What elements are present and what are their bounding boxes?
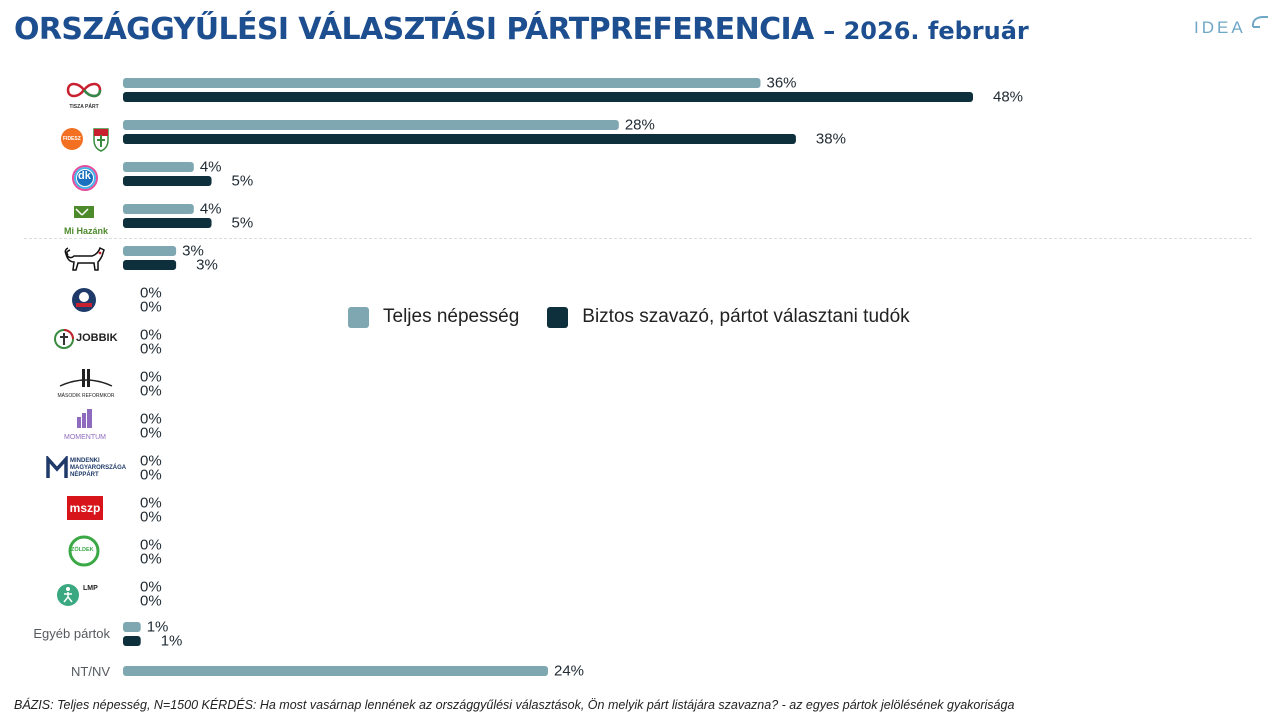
value-label: 1% <box>161 633 183 650</box>
lmp-logo-text: LMP <box>83 585 98 592</box>
idea-logo-mark-icon <box>1251 16 1268 28</box>
dk-ring-icon <box>72 165 98 191</box>
bridge-icon <box>59 369 113 387</box>
page-title: ORSZÁGGYŰLÉSI VÁLASZTÁSI PÁRTPREFERENCIA… <box>14 12 1029 47</box>
value-label: 28% <box>625 117 655 134</box>
bar-biztos <box>123 176 212 186</box>
dk-logo: dk <box>70 164 100 192</box>
divider-line <box>24 238 1252 239</box>
fidesz-logo-text: FIDESZ <box>63 136 81 142</box>
bar-teljes <box>123 246 177 256</box>
value-label: 0% <box>140 383 162 400</box>
mmn-line-3: NÉPPÁRT <box>70 472 99 478</box>
value-label: 0% <box>140 411 162 428</box>
value-label: 0% <box>140 299 162 316</box>
bar-biztos <box>123 92 973 102</box>
value-label: 36% <box>767 75 797 92</box>
legend-label-biztos: Biztos szavazó, pártot választani tudók <box>582 306 910 327</box>
jobbik-logo: JOBBIK <box>54 328 118 350</box>
lmp-logo: LMP <box>56 583 116 607</box>
value-label: 0% <box>140 285 162 302</box>
nep-partjan-logo <box>71 287 97 313</box>
title-main: ORSZÁGGYŰLÉSI VÁLASZTÁSI PÁRTPREFERENCIA <box>14 12 814 47</box>
mmn-line-1: MINDENKI <box>70 458 100 464</box>
lmp-walker-icon <box>57 584 79 606</box>
value-label: 0% <box>140 593 162 610</box>
value-label: 0% <box>140 425 162 442</box>
bar-teljes <box>123 78 761 88</box>
category-label: Egyéb pártok <box>33 626 110 641</box>
bar-teljes <box>123 204 194 214</box>
value-label: 4% <box>200 159 222 176</box>
value-label: 0% <box>140 467 162 484</box>
value-label: 5% <box>232 215 254 232</box>
momentum-bars-icon <box>77 409 92 428</box>
bar-biztos <box>123 636 141 646</box>
value-label: 0% <box>140 509 162 526</box>
value-label: 0% <box>140 551 162 568</box>
mihazank-flag-icon <box>74 206 94 218</box>
value-label: 0% <box>140 327 162 344</box>
value-label: 5% <box>232 173 254 190</box>
dk-logo-text: dk <box>78 170 91 182</box>
bar-teljes <box>123 622 141 632</box>
legend-item-biztos: Biztos szavazó, pártot választani tudók <box>547 306 910 328</box>
two-tailed-dog-icon <box>64 246 105 271</box>
momentum-logo-text: MOMENTUM <box>64 434 106 441</box>
bar-biztos <box>123 260 177 270</box>
footnote: BÁZIS: Teljes népesség, N=1500 KÉRDÉS: H… <box>14 698 1015 712</box>
jobbik-logo-text: JOBBIK <box>76 332 118 344</box>
legend-swatch-teljes <box>348 306 369 328</box>
value-label: 0% <box>140 453 162 470</box>
value-label: 24% <box>554 663 584 680</box>
value-label: 0% <box>140 537 162 554</box>
tisza-logo: TISZA PÁRT <box>64 80 104 110</box>
value-label: 0% <box>140 579 162 596</box>
tisza-infinity-icon <box>66 82 102 98</box>
legend-label-teljes: Teljes népesség <box>383 306 520 327</box>
zoldek-badge-icon <box>68 535 100 567</box>
mszp-logo-text: mszp <box>69 501 101 515</box>
value-label: 3% <box>182 243 204 260</box>
legend-item-teljes: Teljes népesség <box>348 306 519 328</box>
value-label: 4% <box>200 201 222 218</box>
masodik-reformkor-logo: MÁSODIK REFORMKOR <box>56 368 116 399</box>
mmn-m-icon <box>46 454 68 478</box>
masodik-logo-text: MÁSODIK REFORMKOR <box>57 393 115 399</box>
legend-swatch-biztos <box>547 306 569 328</box>
idea-logo: IDEA <box>1194 18 1246 37</box>
bar-teljes <box>123 120 619 130</box>
value-label: 0% <box>140 341 162 358</box>
fidesz-kdnp-icon <box>61 128 109 152</box>
category-label: NT/NV <box>71 664 110 679</box>
mmn-line-2: MAGYARORSZÁGA <box>70 465 127 471</box>
jobbik-cross-icon <box>54 329 74 349</box>
value-label: 48% <box>993 89 1023 106</box>
chart-legend: Teljes népesség Biztos szavazó, pártot v… <box>348 306 938 328</box>
value-label: 3% <box>196 257 218 274</box>
value-label: 1% <box>147 619 169 636</box>
momentum-logo: MOMENTUM <box>62 409 108 441</box>
title-subtitle: – 2026. február <box>823 17 1029 45</box>
value-label: 0% <box>140 495 162 512</box>
bar-teljes <box>123 666 548 676</box>
mszp-logo: mszp <box>67 496 103 520</box>
fidesz-kdnp-logo: FIDESZ <box>60 126 112 152</box>
bar-biztos <box>123 134 796 144</box>
zoldek-logo-text: ZÖLDEK <box>71 547 94 553</box>
bar-teljes <box>123 162 194 172</box>
value-label: 38% <box>816 131 846 148</box>
mkkp-logo <box>62 244 108 274</box>
tisza-logo-text: TISZA PÁRT <box>69 104 99 110</box>
zoldek-logo: ZÖLDEK <box>68 535 100 567</box>
value-label: 0% <box>140 369 162 386</box>
mindenki-magyarorszaga-logo: MINDENKI MAGYARORSZÁGA NÉPPÁRT <box>46 454 128 482</box>
bar-biztos <box>123 218 212 228</box>
nep-partjan-badge-icon <box>72 288 96 312</box>
mihazank-logo-text: Mi Hazánk <box>63 226 108 236</box>
mmn-text: MINDENKI MAGYARORSZÁGA NÉPPÁRT <box>70 458 126 479</box>
mihazank-logo: Mi Hazánk <box>60 205 112 236</box>
